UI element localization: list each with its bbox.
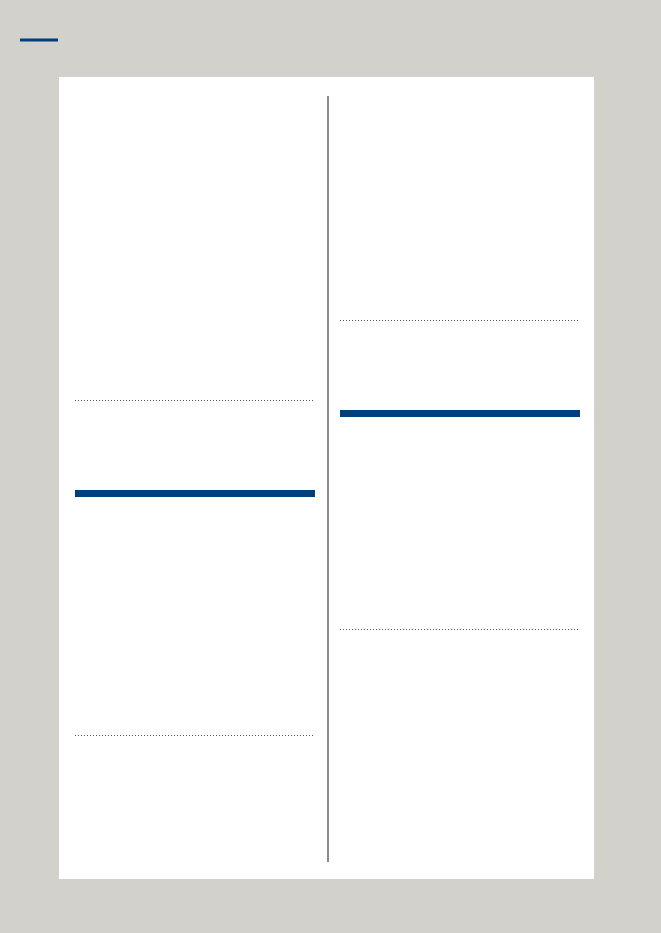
content-panel	[59, 77, 594, 879]
header-accent	[20, 38, 58, 42]
section-bar	[75, 490, 315, 497]
section-bar	[340, 410, 580, 417]
